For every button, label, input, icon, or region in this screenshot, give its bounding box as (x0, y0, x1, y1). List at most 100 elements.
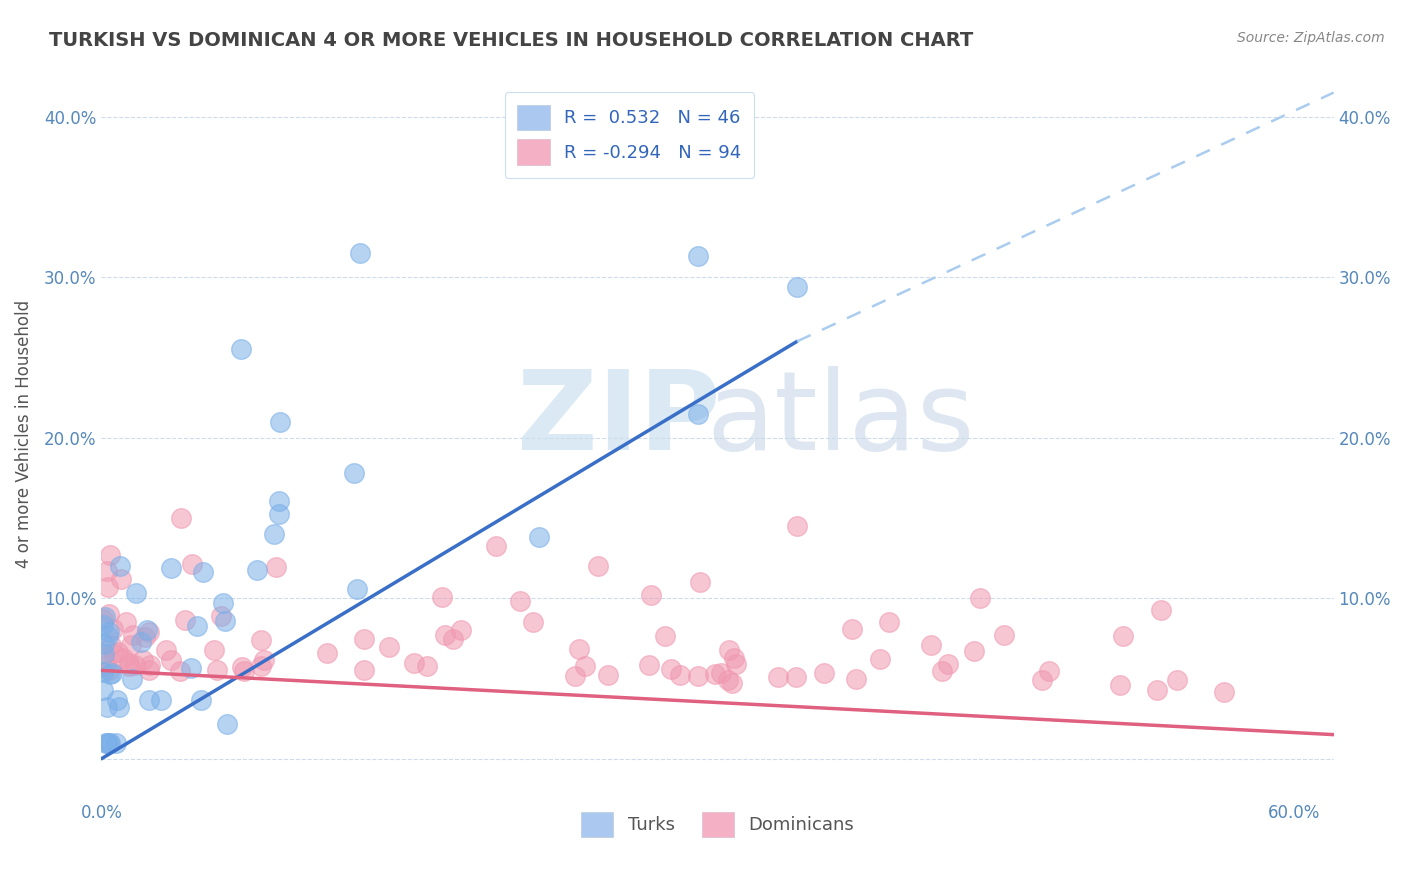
Point (170, 511, 193, 525)
Point (231, 660, 253, 674)
Point (1146, 682, 1168, 697)
Point (640, 588, 662, 602)
Point (100, 638, 122, 652)
Point (349, 246, 371, 260)
Point (93, 665, 115, 680)
Text: TURKISH VS DOMINICAN 4 OR MORE VEHICLES IN HOUSEHOLD CORRELATION CHART: TURKISH VS DOMINICAN 4 OR MORE VEHICLES … (49, 31, 973, 50)
Point (1109, 678, 1132, 692)
Point (969, 591, 991, 605)
Point (101, 646, 124, 660)
Point (134, 630, 156, 644)
Point (110, 573, 132, 587)
Point (118, 659, 141, 673)
Point (433, 628, 456, 642)
Point (720, 676, 742, 690)
Point (450, 623, 472, 637)
Point (233, 664, 256, 678)
Point (1038, 664, 1060, 678)
Point (936, 657, 959, 672)
Point (138, 625, 160, 640)
Point (724, 657, 747, 671)
Point (430, 590, 453, 604)
Point (689, 575, 711, 590)
Point (202, 642, 225, 657)
Point (377, 640, 399, 654)
Point (121, 673, 143, 687)
Point (118, 656, 141, 670)
Point (813, 666, 835, 681)
Point (97, 736, 120, 750)
Point (111, 650, 134, 665)
Point (768, 670, 790, 684)
Point (1149, 603, 1171, 617)
Point (527, 530, 550, 544)
Point (574, 659, 596, 673)
Point (180, 661, 202, 675)
Point (93, 649, 115, 664)
Point (718, 642, 741, 657)
Point (1112, 629, 1135, 643)
Point (98, 666, 121, 681)
Point (98, 624, 121, 639)
Point (269, 507, 291, 521)
Point (96, 736, 118, 750)
Point (124, 658, 146, 673)
Point (94, 657, 117, 672)
Point (963, 644, 986, 658)
Point (404, 657, 426, 671)
Point (96, 700, 118, 714)
Point (717, 673, 740, 687)
Point (93, 683, 115, 698)
Text: ZIP: ZIP (517, 366, 721, 473)
Point (264, 560, 287, 574)
Point (150, 693, 173, 707)
Point (250, 632, 273, 647)
Point (115, 615, 138, 629)
Point (249, 659, 271, 673)
Point (97, 580, 120, 594)
Point (191, 565, 214, 579)
Point (174, 613, 197, 627)
Point (564, 669, 586, 683)
Point (785, 670, 807, 684)
Point (101, 622, 124, 636)
Point (135, 623, 157, 637)
Point (353, 663, 375, 677)
Point (181, 557, 204, 571)
Point (638, 658, 661, 673)
Point (124, 586, 146, 600)
Point (346, 582, 368, 596)
Point (1166, 673, 1188, 687)
Point (869, 651, 891, 665)
Point (159, 561, 181, 575)
Point (209, 608, 232, 623)
Point (416, 659, 439, 673)
Point (269, 415, 291, 429)
Point (132, 653, 155, 667)
Point (98, 736, 121, 750)
Point (138, 693, 160, 707)
Point (441, 632, 464, 646)
Point (1213, 685, 1236, 699)
Point (920, 638, 942, 652)
Point (120, 638, 142, 652)
Point (108, 559, 131, 574)
Point (105, 693, 128, 707)
Point (353, 632, 375, 646)
Point (93, 647, 115, 661)
Legend: Turks, Dominicans: Turks, Dominicans (574, 805, 862, 845)
Text: Source: ZipAtlas.com: Source: ZipAtlas.com (1237, 31, 1385, 45)
Point (122, 628, 145, 642)
Point (841, 622, 863, 636)
Point (879, 615, 901, 629)
Point (205, 664, 228, 678)
Point (229, 343, 252, 357)
Point (686, 407, 709, 421)
Point (686, 669, 709, 683)
Point (96, 564, 118, 578)
Point (703, 666, 725, 681)
Point (316, 646, 339, 660)
Point (1031, 673, 1053, 687)
Point (686, 249, 709, 263)
Point (105, 736, 128, 750)
